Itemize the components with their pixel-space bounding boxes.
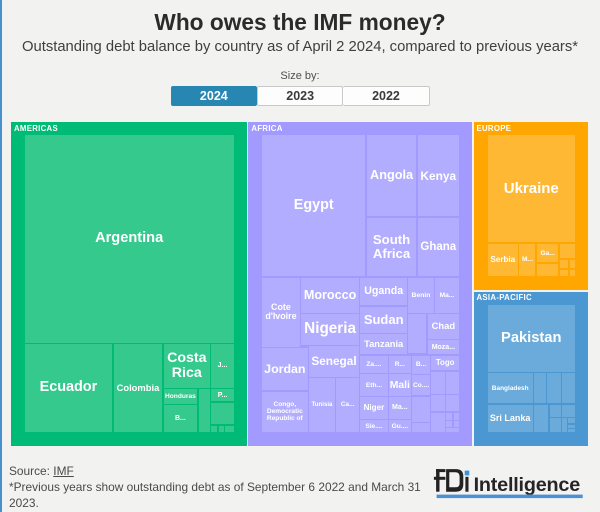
svg-text:Intelligence: Intelligence: [474, 474, 581, 496]
